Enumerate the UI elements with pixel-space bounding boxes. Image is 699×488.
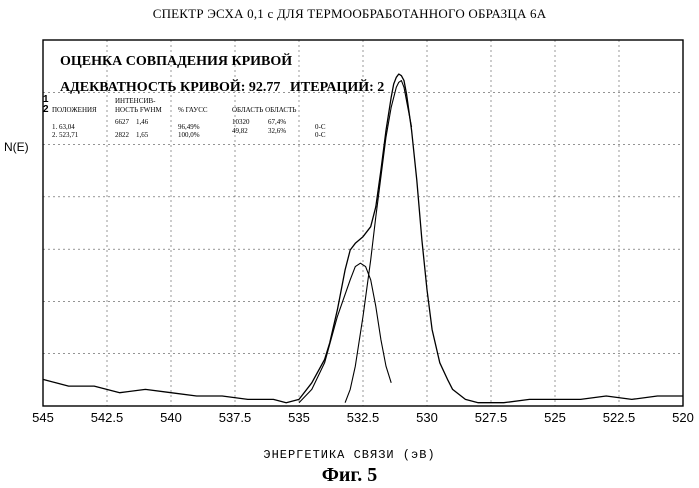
fit-header-intensity-1: ИНТЕНСИВ- xyxy=(115,97,156,105)
x-tick-label: 532.5 xyxy=(347,410,380,425)
fit-row-1-tag: 0-C xyxy=(315,123,326,131)
fit-row-2-intensity: 2822 xyxy=(115,131,129,139)
x-axis-ticks: 545 542.5 540 537.5 535 532.5 530 527.5 525 522.5… xyxy=(32,410,694,425)
fit-panel-title: ОЦЕНКА СОВПАДЕНИЯ КРИВОЙ xyxy=(60,54,293,69)
fit-header-position: ПОЛОЖЕНИЯ xyxy=(52,106,97,114)
fit-side-number-1: 1 xyxy=(43,94,49,105)
fit-side-number-2: 2 xyxy=(43,104,49,115)
x-tick-label: 522.5 xyxy=(603,410,636,425)
x-tick-label: 537.5 xyxy=(219,410,252,425)
x-tick-label: 540 xyxy=(160,410,182,425)
chart-title: СПЕКТР ЭСХА 0,1 с ДЛЯ ТЕРМООБРАБОТАННОГО… xyxy=(152,6,547,21)
y-axis-label: N(E) xyxy=(4,140,29,154)
fit-row-2-tag: 0-C xyxy=(315,131,326,139)
fit-header-intensity-2: НОСТЬ FWHM xyxy=(115,106,162,114)
x-tick-label: 525 xyxy=(544,410,566,425)
x-tick-label: 527.5 xyxy=(475,410,508,425)
fit-row-1-area-pct: 67,4% xyxy=(268,118,287,126)
fit-row-2-area: 49,82 xyxy=(232,127,248,135)
fit-row-2-area-pct: 32,6% xyxy=(268,127,287,135)
series-line-measured-envelope xyxy=(42,73,683,404)
plot-frame xyxy=(42,39,684,407)
x-tick-label: 542.5 xyxy=(91,410,124,425)
fit-header-gauss: % ГАУСС xyxy=(178,106,208,114)
fit-row-1-position: 1. 63,04 xyxy=(52,123,75,131)
fit-row-1-intensity: 6627 xyxy=(115,118,129,126)
x-tick-label: 520 xyxy=(672,410,694,425)
figure-caption: Фиг. 5 xyxy=(321,464,378,486)
fit-header-area: ОБЛАСТЬ ОБЛАСТЬ xyxy=(232,106,297,114)
x-tick-label: 530 xyxy=(416,410,438,425)
fit-row-2-position: 2. 523,71 xyxy=(52,131,79,139)
series-line-fit-component-2 xyxy=(344,80,413,403)
fit-row-1-area: 10320 xyxy=(232,118,250,126)
x-tick-label: 545 xyxy=(32,410,54,425)
series-line-fit-component-1 xyxy=(298,262,392,404)
x-tick-label: 535 xyxy=(288,410,310,425)
fit-row-2-gauss: 100,0% xyxy=(178,131,200,139)
fit-row-1-gauss: 96,49% xyxy=(178,123,200,131)
fit-adequacy: АДЕКВАТНОСТЬ КРИВОЙ: 92.77 xyxy=(60,80,281,95)
x-axis-label: ЭНЕРГЕТИКА СВЯЗИ (эВ) xyxy=(263,448,436,462)
fit-row-1-fwhm: 1,46 xyxy=(136,118,149,126)
chart-series-group xyxy=(42,73,683,404)
chart-grid xyxy=(43,40,683,406)
fit-iterations: ИТЕРАЦИЙ: 2 xyxy=(290,80,385,95)
fit-row-2-fwhm: 1,65 xyxy=(136,131,149,139)
